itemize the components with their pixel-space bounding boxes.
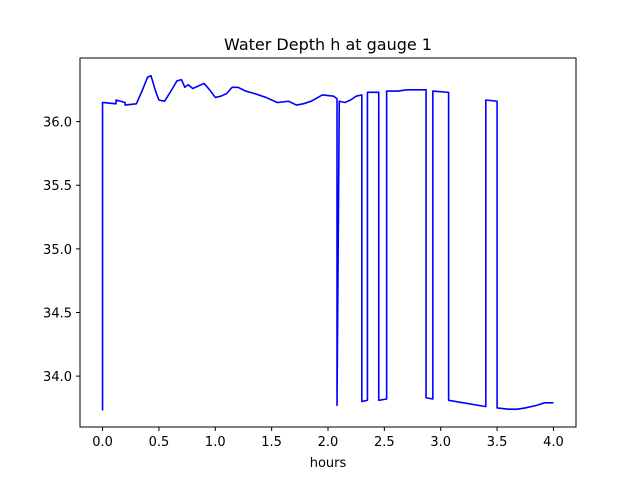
x-tick-label: 4.0 [543,435,564,450]
x-tick-label: 3.5 [487,435,508,450]
plot-area: 0.0 0.5 1.0 1.5 2.0 2.5 3.0 3.5 4.0 34.0 34.5 35.0 3… [43,57,577,450]
y-tick-label: 34.5 [43,306,72,321]
x-tick-label: 2.5 [374,435,395,450]
x-tick-label: 0.0 [92,435,113,450]
x-axis-label: hours [310,456,347,471]
chart-title: Water Depth h at gauge 1 [224,35,432,54]
x-tick-label: 2.0 [318,435,339,450]
series-line-0 [101,75,554,411]
x-tick-label: 3.0 [430,435,451,450]
y-tick-label: 34.0 [43,370,72,385]
x-tick-label: 1.0 [205,435,226,450]
y-tick-label: 35.0 [43,243,72,258]
plot-frame [79,57,577,428]
x-tick-label: 0.5 [149,435,170,450]
y-tick-label: 35.5 [43,179,72,194]
y-tick-label: 36.0 [43,116,72,131]
x-tick-label: 1.5 [261,435,282,450]
